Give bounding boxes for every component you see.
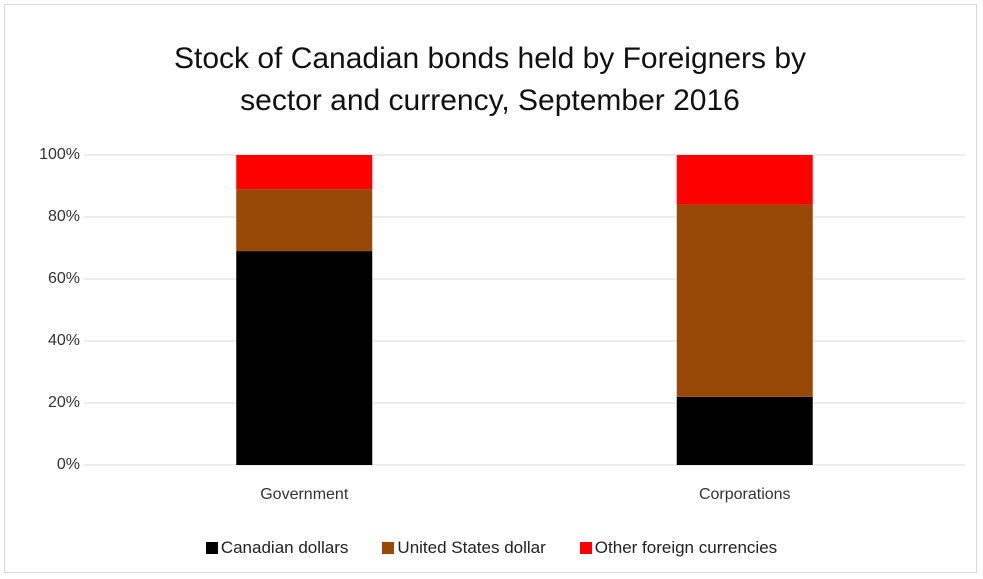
legend-label: Canadian dollars — [220, 538, 349, 557]
x-tick-label: Government — [260, 486, 349, 503]
legend-label: Other foreign currencies — [594, 538, 778, 557]
bar-segment — [676, 155, 813, 205]
y-tick-label: 0% — [57, 456, 80, 473]
chart-title: Stock of Canadian bonds held by Foreigne… — [173, 42, 807, 117]
legend-swatch — [579, 542, 592, 554]
legend: Canadian dollars United States dollar Othe… — [0, 538, 983, 558]
legend-item: United States dollar — [382, 538, 546, 558]
y-tick-label: 40% — [48, 332, 80, 349]
x-tick-label: Corporations — [699, 486, 791, 503]
legend-swatch — [205, 542, 218, 554]
y-tick-label: 20% — [48, 394, 80, 411]
bar-segment — [236, 155, 373, 190]
legend-item: Other foreign currencies — [579, 538, 778, 558]
legend-swatch — [382, 542, 395, 554]
y-tick-label: 60% — [48, 270, 80, 287]
bar-segment — [236, 189, 373, 252]
legend-label: United States dollar — [397, 538, 546, 557]
y-tick-label: 100% — [39, 146, 80, 163]
y-tick-label: 80% — [48, 208, 80, 225]
bar-segment — [676, 204, 813, 397]
legend-item: Canadian dollars — [205, 538, 349, 558]
bar-segment — [676, 396, 813, 465]
bar-segment — [236, 251, 373, 465]
chart-border — [4, 4, 977, 573]
